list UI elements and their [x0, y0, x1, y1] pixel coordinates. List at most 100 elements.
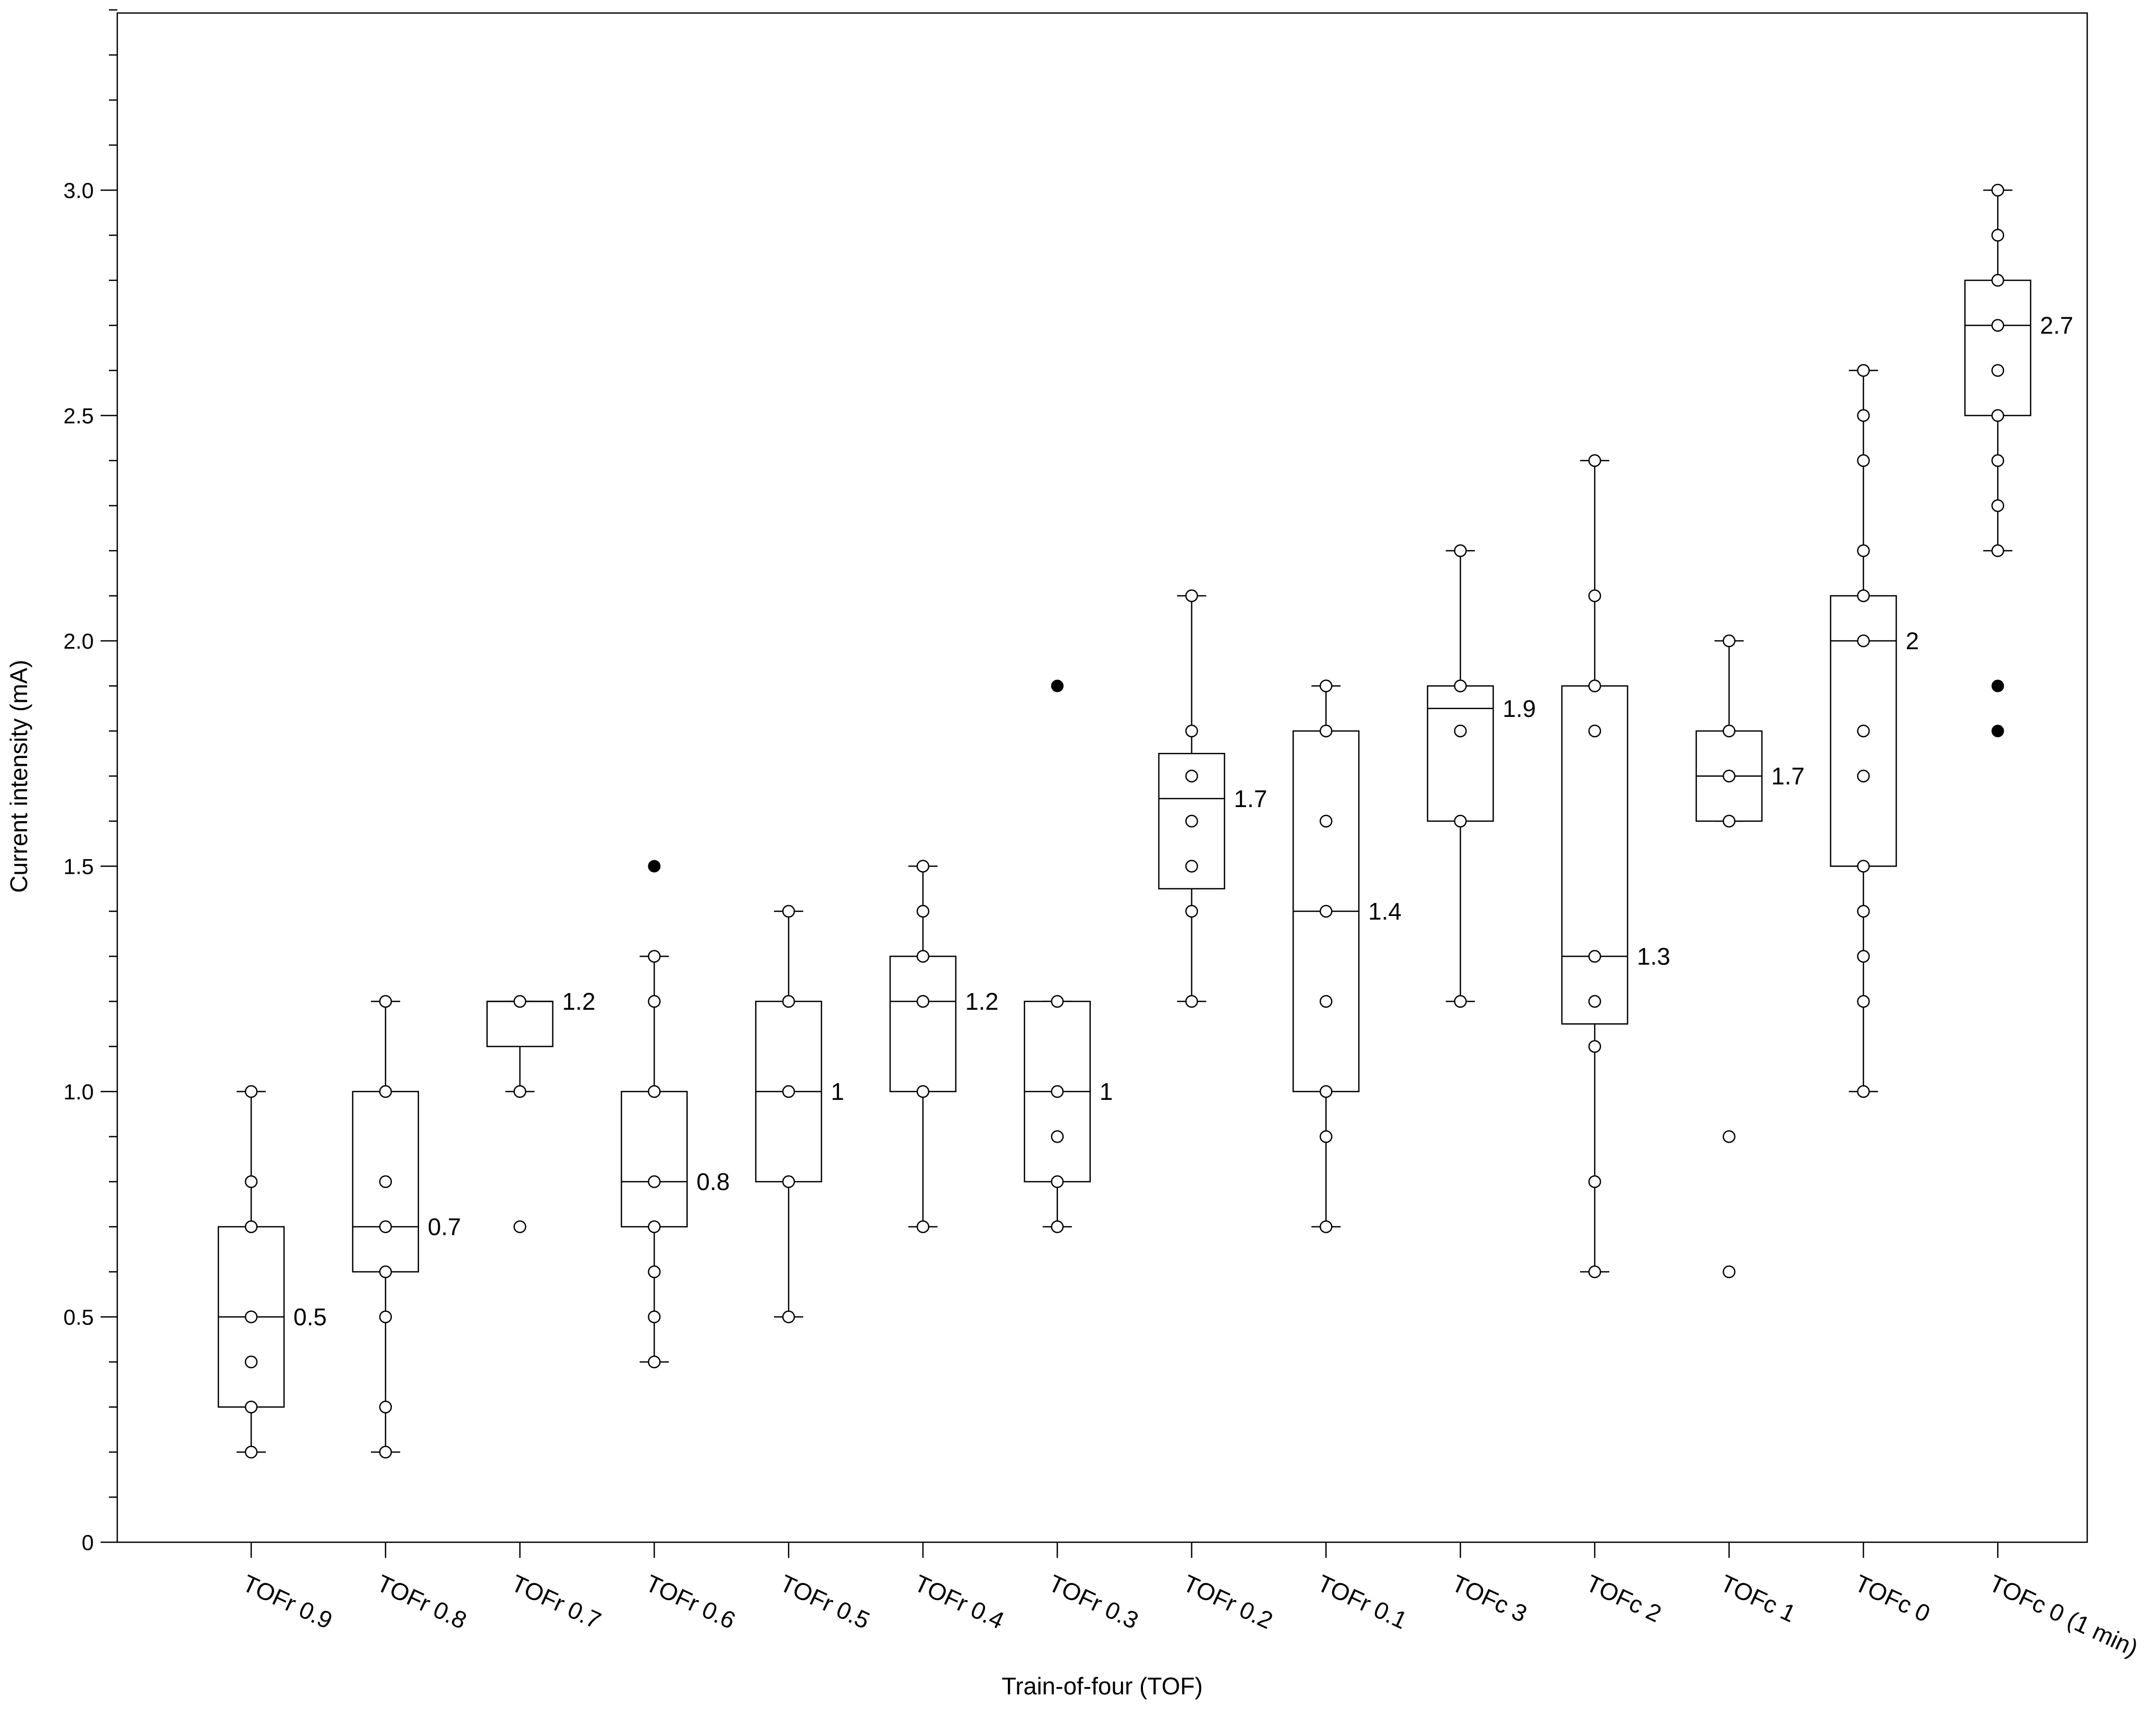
data-point — [1185, 724, 1198, 738]
data-point — [1185, 770, 1198, 783]
y-tick-label: 2.0 — [64, 629, 94, 653]
data-point — [1857, 724, 1870, 738]
data-point — [1185, 995, 1198, 1008]
y-tick-label: 1.0 — [64, 1080, 94, 1104]
median-label: 0.5 — [293, 1304, 327, 1331]
data-point — [1185, 589, 1198, 602]
box-group: 0.7 — [352, 995, 461, 1459]
data-point — [1857, 409, 1870, 422]
plot-area: 0.5 0.7 1.2 0.8 1 1.2 1 1.7 1.4 1.9 1.3 1.7 2 2.7 — [217, 183, 2073, 1459]
x-tick-label: TOFr 0.8 — [373, 1569, 471, 1634]
data-point — [1857, 634, 1870, 648]
data-point — [1722, 724, 1736, 738]
data-point — [1320, 724, 1333, 738]
data-point — [1051, 1220, 1064, 1233]
data-point — [1588, 1040, 1601, 1053]
plot-frame — [116, 12, 2088, 1543]
data-point — [782, 1310, 795, 1323]
median-label: 1.7 — [1234, 785, 1267, 812]
x-tick-label: TOFc 1 — [1717, 1569, 1800, 1628]
y-tick-label: 0.5 — [64, 1305, 94, 1330]
data-point — [379, 1401, 392, 1414]
median-label: 1.9 — [1502, 695, 1536, 722]
data-point — [1453, 724, 1467, 738]
median-label: 1.7 — [1771, 763, 1805, 790]
data-point — [916, 904, 930, 918]
data-point — [1588, 1175, 1601, 1188]
data-point — [1857, 950, 1870, 963]
data-point — [916, 950, 930, 963]
iqr-box — [1426, 685, 1494, 822]
iqr-box — [486, 1000, 553, 1047]
x-tick-label: TOFr 0.4 — [910, 1569, 1008, 1634]
data-point — [1185, 904, 1198, 918]
data-point — [1185, 860, 1198, 873]
data-point — [1051, 1175, 1064, 1188]
data-point — [1588, 995, 1601, 1008]
data-point — [1320, 1220, 1333, 1233]
data-point — [1588, 454, 1601, 467]
box-group: 1.7 — [1158, 589, 1267, 1008]
box-group: 2.7 — [1964, 183, 2073, 737]
data-point — [1185, 814, 1198, 828]
x-tick-label: TOFr 0.6 — [642, 1569, 740, 1634]
box-group: 1 — [755, 904, 844, 1323]
iqr-box — [1964, 279, 2031, 416]
data-point — [1991, 274, 2004, 287]
data-point — [1320, 1130, 1333, 1143]
data-point — [648, 1220, 661, 1233]
outlier-point — [1051, 679, 1064, 692]
data-point — [1320, 1085, 1333, 1098]
data-point — [782, 995, 795, 1008]
x-tick-label: TOFc 3 — [1448, 1569, 1531, 1628]
data-point — [1722, 770, 1736, 783]
y-tick-label: 0 — [82, 1530, 94, 1555]
x-tick-label: TOFc 2 — [1582, 1569, 1666, 1628]
box-group: 2 — [1830, 364, 1919, 1098]
iqr-box — [621, 1091, 688, 1228]
data-point — [648, 1310, 661, 1323]
median-label: 2 — [1906, 627, 1919, 654]
data-point — [648, 1175, 661, 1188]
x-tick-label: TOFc 0 — [1851, 1569, 1934, 1628]
data-point — [1588, 724, 1601, 738]
data-point — [1051, 1130, 1064, 1143]
data-point — [1722, 814, 1736, 828]
x-axis: TOFr 0.9 TOFr 0.8 TOFr 0.7 TOFr 0.6 TOFr 0.5… — [239, 1542, 2142, 1662]
x-tick-label: TOFr 0.3 — [1045, 1569, 1143, 1634]
data-point — [1991, 499, 2004, 512]
data-point — [1857, 589, 1870, 602]
outlier-point — [1991, 725, 2004, 737]
box-group: 1 — [1024, 679, 1113, 1233]
data-point — [1320, 995, 1333, 1008]
data-point — [1453, 995, 1467, 1008]
data-point — [1857, 995, 1870, 1008]
x-tick-label: TOFr 0.7 — [507, 1569, 605, 1634]
box-group: 1.9 — [1426, 544, 1536, 1008]
data-point — [379, 1265, 392, 1279]
data-point — [244, 1175, 258, 1188]
data-point — [1320, 904, 1333, 918]
data-point — [1051, 995, 1064, 1008]
y-axis-title: Current intensity (mA) — [5, 660, 32, 893]
data-point — [1991, 229, 2004, 242]
median-label: 0.8 — [696, 1168, 730, 1195]
data-point — [1722, 1130, 1736, 1143]
box-group: 1.3 — [1561, 454, 1670, 1279]
data-point — [1857, 364, 1870, 377]
data-point — [1857, 454, 1870, 467]
data-point — [1857, 1085, 1870, 1098]
data-point — [379, 1085, 392, 1098]
y-tick-label: 2.5 — [64, 404, 94, 428]
median-label: 1 — [831, 1078, 844, 1105]
data-point — [1991, 319, 2004, 332]
data-point — [379, 1220, 392, 1233]
data-point — [244, 1355, 258, 1369]
data-point — [1722, 1265, 1736, 1279]
outlier-point — [648, 860, 661, 873]
data-point — [1320, 814, 1333, 828]
data-point — [513, 1085, 526, 1098]
data-point — [1857, 860, 1870, 873]
data-point — [1991, 409, 2004, 422]
